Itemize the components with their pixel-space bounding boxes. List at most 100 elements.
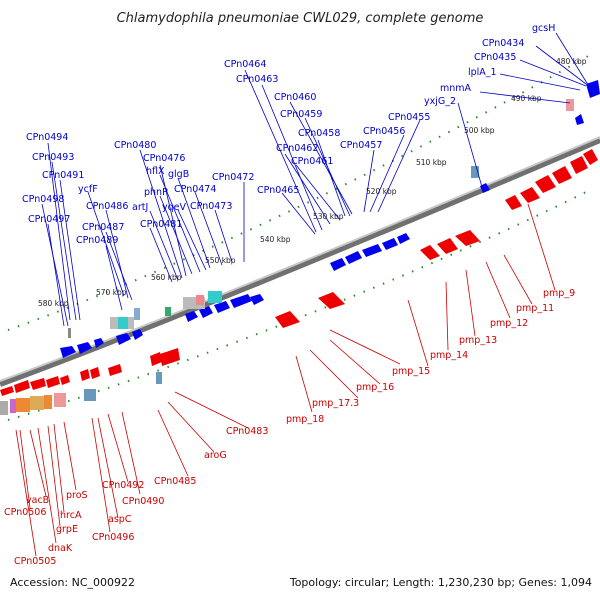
reverse-gene[interactable] xyxy=(583,149,598,165)
forward-gene[interactable] xyxy=(116,333,131,345)
forward-gene[interactable] xyxy=(362,244,382,257)
forward-gene[interactable] xyxy=(575,114,584,125)
forward-gene[interactable] xyxy=(132,329,143,340)
gene-label[interactable]: CPn0463 xyxy=(236,74,278,85)
reverse-gene[interactable] xyxy=(46,376,60,388)
reverse-gene[interactable] xyxy=(0,386,14,396)
gene-label[interactable]: pmp_13 xyxy=(459,335,497,346)
gene-label[interactable]: CPn0491 xyxy=(42,170,84,181)
forward-gene[interactable] xyxy=(230,294,252,308)
forward-gene[interactable] xyxy=(214,301,230,313)
forward-gene[interactable] xyxy=(586,80,600,98)
reverse-gene[interactable] xyxy=(505,195,522,210)
gene-label[interactable]: CPn0485 xyxy=(154,476,196,487)
gene-label[interactable]: proS xyxy=(66,490,88,501)
forward-gene[interactable] xyxy=(480,183,490,193)
reverse-gene[interactable] xyxy=(275,311,300,328)
reverse-gene[interactable] xyxy=(90,367,100,379)
gene-label[interactable]: CPn0486 xyxy=(86,201,128,212)
gene-label[interactable]: CPn0457 xyxy=(340,140,382,151)
forward-gene[interactable] xyxy=(60,346,76,358)
gene-label[interactable]: ycfF xyxy=(78,184,98,195)
reverse-gene[interactable] xyxy=(437,238,458,254)
gene-label[interactable]: CPn0489 xyxy=(76,235,118,246)
forward-gene[interactable] xyxy=(250,294,264,305)
gene-label[interactable]: mnmA xyxy=(440,83,472,94)
reverse-gene[interactable] xyxy=(14,380,30,393)
gene-label[interactable]: CPn0496 xyxy=(92,532,134,543)
gene-label[interactable]: CPn0455 xyxy=(388,112,430,123)
gene-label[interactable]: CPn0434 xyxy=(482,38,524,49)
gene-label[interactable]: pmp_17.3 xyxy=(312,398,359,409)
gene-label[interactable]: pmp_9 xyxy=(543,288,575,299)
gene-label[interactable]: CPn0487 xyxy=(82,222,124,233)
gene-label[interactable]: CPn0494 xyxy=(26,132,68,143)
gene-label[interactable]: CPn0490 xyxy=(122,496,164,507)
gene-label[interactable]: phnP xyxy=(144,187,168,198)
gene-label[interactable]: CPn0462 xyxy=(276,143,318,154)
gene-label[interactable]: yxjG_2 xyxy=(424,96,456,107)
gene-label[interactable]: pmp_12 xyxy=(490,318,528,329)
gene-label[interactable]: aspC xyxy=(108,514,132,525)
gene-label[interactable]: pmp_18 xyxy=(286,414,324,425)
gene-label[interactable]: CPn0505 xyxy=(14,556,56,567)
reverse-gene[interactable] xyxy=(420,245,440,260)
gene-label[interactable]: dnaK xyxy=(48,543,73,554)
reverse-gene[interactable] xyxy=(535,175,556,193)
misc-feature xyxy=(118,317,128,329)
gene-label[interactable]: CPn0474 xyxy=(174,184,216,195)
reverse-gene[interactable] xyxy=(60,375,70,385)
reverse-gene[interactable] xyxy=(318,292,345,309)
gene-label[interactable]: CPn0473 xyxy=(190,201,232,212)
gene-label[interactable]: CPn0456 xyxy=(363,126,405,137)
forward-gene[interactable] xyxy=(397,233,410,244)
gene-label[interactable]: CPn0464 xyxy=(224,59,266,70)
gene-label[interactable]: gcsH xyxy=(532,23,555,34)
forward-gene[interactable] xyxy=(77,342,92,354)
reverse-gene[interactable] xyxy=(570,156,588,174)
reverse-gene[interactable] xyxy=(160,348,180,366)
gene-label[interactable]: yqeV xyxy=(162,202,186,213)
gene-label[interactable]: grpE xyxy=(56,524,78,535)
gene-label[interactable]: CPn0480 xyxy=(114,140,156,151)
gene-label[interactable]: CPn0506 xyxy=(4,507,46,518)
gene-label[interactable]: CPn0497 xyxy=(28,214,70,225)
gene-label[interactable]: CPn0498 xyxy=(22,194,64,205)
forward-gene[interactable] xyxy=(185,311,198,322)
gene-label[interactable]: pmp_14 xyxy=(430,350,468,361)
gene-label[interactable]: CPn0472 xyxy=(212,172,254,183)
gene-label[interactable]: hrcA xyxy=(60,510,82,521)
gene-label[interactable]: CPn0492 xyxy=(102,480,144,491)
misc-feature xyxy=(165,307,171,316)
reverse-gene[interactable] xyxy=(520,187,540,203)
reverse-gene[interactable] xyxy=(552,166,572,184)
gene-label[interactable]: CPn0476 xyxy=(143,153,185,164)
gene-label[interactable]: CPn0460 xyxy=(274,92,316,103)
gene-label[interactable]: CPn0493 xyxy=(32,152,74,163)
reverse-gene[interactable] xyxy=(150,352,162,366)
gene-label[interactable]: CPn0481 xyxy=(140,219,182,230)
gene-label[interactable]: CPn0435 xyxy=(474,52,516,63)
gene-label[interactable]: pmp_15 xyxy=(392,366,430,377)
forward-gene[interactable] xyxy=(382,238,398,250)
gene-label[interactable]: CPn0465 xyxy=(257,185,299,196)
forward-gene[interactable] xyxy=(94,338,104,348)
forward-gene[interactable] xyxy=(345,251,362,264)
reverse-gene[interactable] xyxy=(30,378,46,390)
reverse-gene[interactable] xyxy=(108,364,122,376)
reverse-gene[interactable] xyxy=(80,369,90,381)
gene-label[interactable]: CPn0461 xyxy=(291,156,333,167)
gene-label[interactable]: CPn0458 xyxy=(298,128,340,139)
gene-label[interactable]: pmp_11 xyxy=(516,303,554,314)
gene-label[interactable]: pmp_16 xyxy=(356,382,394,393)
gene-label[interactable]: lplA_1 xyxy=(468,67,497,78)
gene-label[interactable]: hflX xyxy=(146,166,165,177)
reverse-gene[interactable] xyxy=(455,230,480,246)
gene-label[interactable]: glgB xyxy=(168,169,189,180)
forward-gene[interactable] xyxy=(330,258,346,271)
gene-label[interactable]: artJ xyxy=(132,202,148,213)
gene-label[interactable]: vacB xyxy=(26,495,49,506)
gene-label[interactable]: CPn0483 xyxy=(226,426,268,437)
gene-label[interactable]: aroG xyxy=(204,450,227,461)
gene-label[interactable]: CPn0459 xyxy=(280,109,322,120)
